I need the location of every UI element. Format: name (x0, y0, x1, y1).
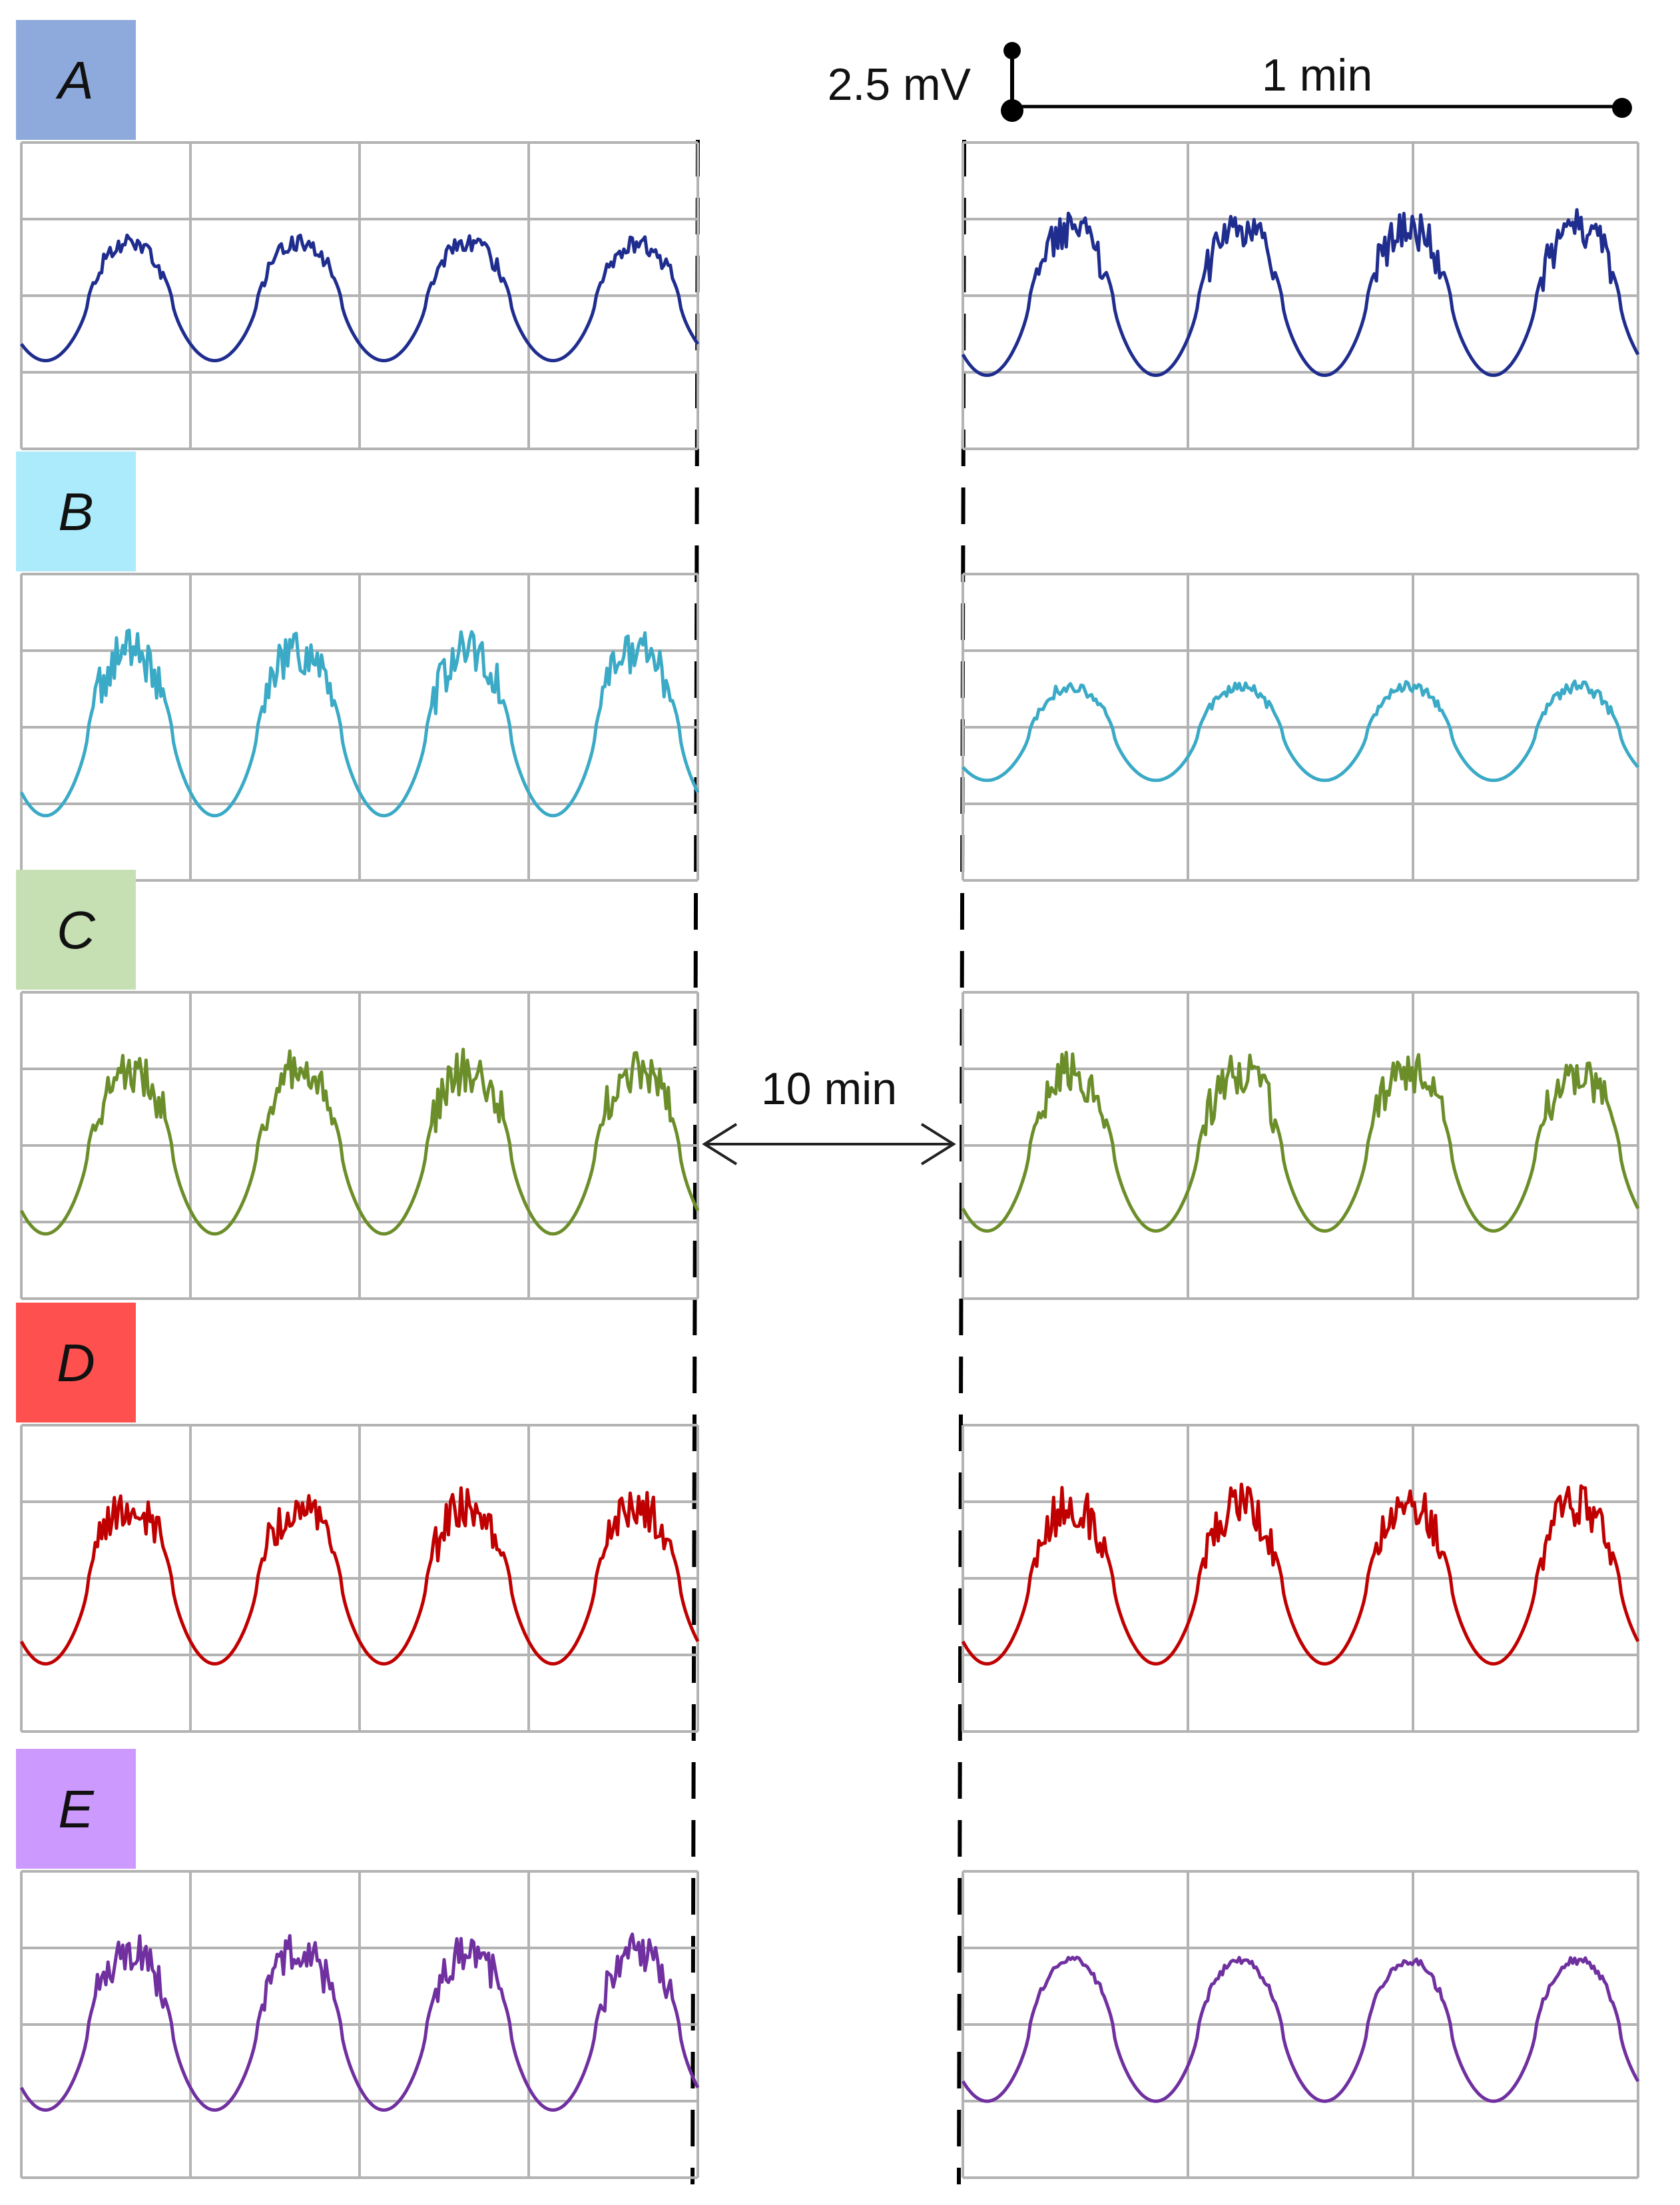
panel-label-box (16, 1749, 136, 1869)
panel-c: C (16, 870, 1640, 1300)
trace-line-after (961, 1955, 1640, 2103)
right-divider-line (957, 139, 966, 2185)
panel-label: C (57, 900, 96, 960)
panel-e: E (16, 1749, 1640, 2179)
voltage-scale-top-dot (1003, 42, 1021, 59)
divider-lines (691, 139, 966, 2185)
panel-label: D (57, 1333, 95, 1393)
panel-label: A (55, 51, 93, 110)
trace-line-after (961, 1482, 1640, 1666)
trace-line-after (961, 1050, 1640, 1233)
trace-line-before (19, 1048, 700, 1236)
panel-a: A (16, 20, 1640, 450)
trace-line-before (20, 233, 700, 362)
left-divider-line (691, 139, 700, 2185)
trace-line-before (19, 1932, 700, 2112)
gap-arrow-left-head (702, 1123, 738, 1165)
panels: A B C D E (16, 20, 1640, 2179)
trace-line-after (962, 679, 1639, 783)
panel-label: B (58, 482, 93, 541)
panel-label: E (58, 1779, 95, 1839)
time-scale-end-dot (1612, 98, 1632, 118)
gap-arrow-right-head (920, 1123, 956, 1165)
panel-label-box (16, 20, 136, 140)
voltage-scale-label: 2.5 mV (828, 59, 972, 110)
panel-label-box (16, 452, 136, 571)
gap-label: 10 min (761, 1064, 897, 1114)
trace-line-after (961, 208, 1640, 377)
time-scale-label: 1 min (1262, 50, 1372, 101)
trace-line-before (19, 1486, 700, 1666)
panel-label-box (16, 870, 136, 990)
scale-bar: 2.5 mV 1 min (828, 42, 1632, 122)
trace-line-before (19, 628, 700, 818)
gap-marker: 10 min (702, 1064, 956, 1165)
panel-d: D (16, 1303, 1640, 1733)
panel-label-box (16, 1303, 136, 1422)
scale-corner-dot (1001, 99, 1023, 122)
panel-b: B (16, 452, 1639, 882)
